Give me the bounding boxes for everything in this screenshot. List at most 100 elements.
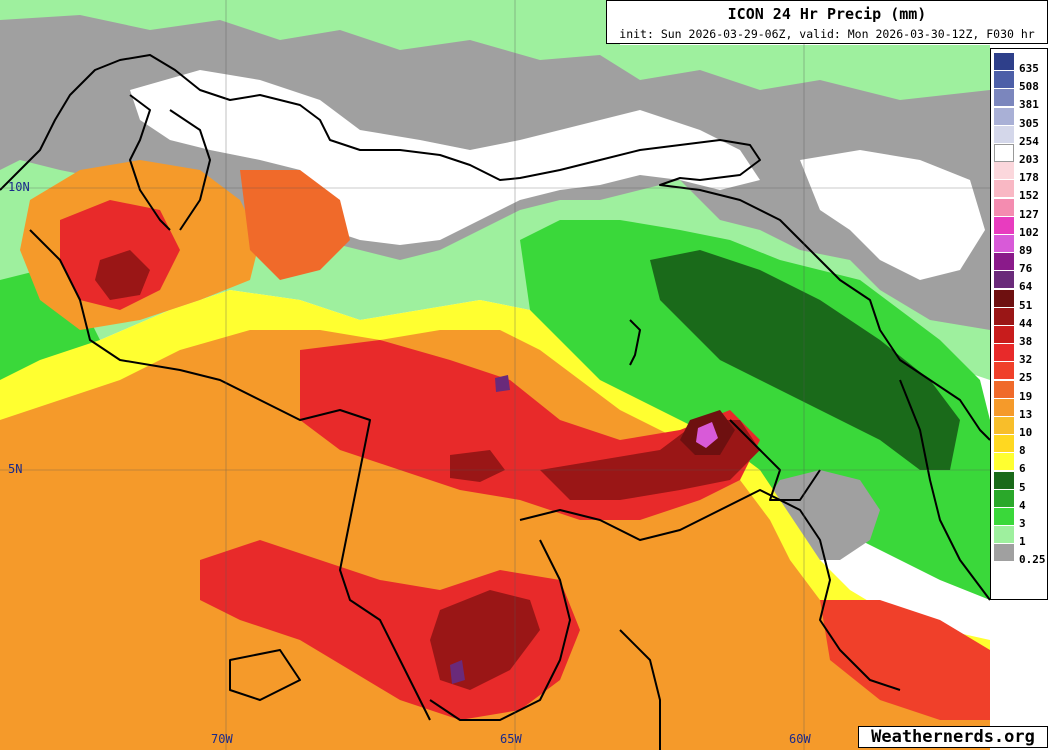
legend-label: 152 bbox=[1019, 189, 1039, 203]
coastline-borders bbox=[0, 54, 991, 750]
lake-maracaibo-east bbox=[169, 109, 211, 231]
legend-entry: 3 bbox=[994, 508, 1046, 530]
legend-entry: 1 bbox=[994, 526, 1046, 548]
purple-core bbox=[696, 422, 718, 448]
legend-swatch bbox=[994, 216, 1014, 235]
dry-zone-east bbox=[800, 150, 985, 280]
color-legend: 635 508 381 305 254 203 178 152 127 102 89 76 64 51 44… bbox=[990, 48, 1048, 600]
legend-label: 305 bbox=[1019, 116, 1039, 130]
lon-label-65w: 65W bbox=[500, 732, 522, 746]
legend-label: 6 bbox=[1019, 462, 1026, 476]
legend-swatch bbox=[994, 71, 1014, 90]
legend-entry: 203 bbox=[994, 144, 1046, 166]
legend-label: 5 bbox=[1019, 480, 1026, 494]
legend-label: 381 bbox=[1019, 98, 1039, 112]
lat-label-10n: 10N bbox=[8, 180, 30, 194]
legend-entry: 38 bbox=[994, 326, 1046, 348]
legend-entry: 64 bbox=[994, 271, 1046, 293]
legend-label: 10 bbox=[1019, 426, 1033, 439]
border-segment-south bbox=[619, 629, 661, 750]
lon-label-70w: 70W bbox=[211, 732, 233, 746]
legend-label: 89 bbox=[1019, 244, 1033, 257]
border-segment-southwest bbox=[229, 649, 301, 701]
legend-swatch bbox=[994, 180, 1014, 199]
legend-label: 1 bbox=[1019, 535, 1026, 549]
legend-swatch bbox=[994, 344, 1014, 363]
legend-swatch bbox=[994, 89, 1014, 108]
legend-swatch bbox=[994, 380, 1014, 399]
red-zone-east bbox=[820, 600, 990, 720]
lake-maracaibo-west bbox=[129, 94, 171, 231]
legend-swatch bbox=[994, 471, 1014, 490]
dark-purple-spot-2 bbox=[495, 375, 510, 392]
legend-label: 102 bbox=[1019, 225, 1039, 239]
legend-entry: 0.25 bbox=[994, 544, 1046, 566]
river-delta bbox=[629, 319, 641, 366]
venezuela-guyana-border bbox=[729, 419, 821, 501]
legend-label: 0.25 bbox=[1019, 553, 1046, 567]
legend-entry: 32 bbox=[994, 344, 1046, 366]
legend-swatch bbox=[994, 526, 1014, 545]
legend-entry: 5 bbox=[994, 471, 1046, 493]
legend-swatch bbox=[994, 489, 1014, 508]
legend-swatch bbox=[994, 198, 1014, 217]
legend-label: 25 bbox=[1019, 371, 1033, 385]
legend-entry: 305 bbox=[994, 107, 1046, 129]
map-subtitle: init: Sun 2026-03-29-06Z, valid: Mon 202… bbox=[619, 27, 1035, 41]
legend-swatch bbox=[994, 326, 1014, 344]
title-box: ICON 24 Hr Precip (mm) init: Sun 2026-03… bbox=[606, 0, 1048, 44]
lon-label-60w: 60W bbox=[789, 732, 811, 746]
legend-swatch bbox=[994, 125, 1014, 144]
legend-label: 3 bbox=[1019, 517, 1026, 530]
legend-entry: 508 bbox=[994, 71, 1046, 93]
legend-entry: 89 bbox=[994, 235, 1046, 257]
credit-label: Weathernerds.org bbox=[858, 726, 1048, 748]
legend-swatch bbox=[994, 253, 1014, 272]
heavy-green-zone bbox=[650, 250, 960, 470]
legend-entry: 19 bbox=[994, 380, 1046, 402]
coastline-north bbox=[0, 54, 991, 441]
legend-entry: 635 bbox=[994, 53, 1046, 75]
legend-label: 8 bbox=[1019, 444, 1026, 458]
legend-entry: 381 bbox=[994, 89, 1046, 111]
dark-red-zone-mid bbox=[450, 450, 505, 482]
legend-entry: 102 bbox=[994, 216, 1046, 238]
amazonas-border bbox=[429, 539, 571, 721]
legend-label: 508 bbox=[1019, 80, 1039, 94]
legend-label: 51 bbox=[1019, 298, 1033, 312]
legend-entry: 13 bbox=[994, 398, 1046, 420]
legend-label: 203 bbox=[1019, 153, 1039, 166]
legend-swatch bbox=[994, 453, 1014, 472]
dark-red-zone-northwest bbox=[95, 250, 150, 300]
legend-entry: 152 bbox=[994, 180, 1046, 202]
legend-label: 44 bbox=[1019, 316, 1033, 330]
map-title: ICON 24 Hr Precip (mm) bbox=[727, 5, 927, 23]
orange-zone-central bbox=[240, 170, 350, 280]
legend-label: 178 bbox=[1019, 171, 1039, 185]
graticule bbox=[0, 0, 990, 750]
legend-label: 19 bbox=[1019, 389, 1033, 403]
legend-swatch bbox=[994, 144, 1014, 162]
legend-entry: 51 bbox=[994, 289, 1046, 311]
legend-entry: 6 bbox=[994, 453, 1046, 475]
legend-swatch bbox=[994, 107, 1014, 126]
legend-swatch bbox=[994, 53, 1014, 71]
guyana-suriname-border bbox=[899, 379, 991, 601]
legend-label: 38 bbox=[1019, 335, 1033, 348]
legend-label: 76 bbox=[1019, 262, 1033, 276]
legend-entry: 44 bbox=[994, 307, 1046, 329]
legend-swatch bbox=[994, 162, 1014, 181]
colombia-venezuela-border bbox=[29, 229, 431, 721]
legend-entry: 76 bbox=[994, 253, 1046, 275]
legend-label: 64 bbox=[1019, 280, 1033, 294]
legend-swatch bbox=[994, 398, 1014, 417]
legend-label: 127 bbox=[1019, 207, 1039, 221]
legend-label: 635 bbox=[1019, 62, 1039, 75]
legend-entry: 254 bbox=[994, 125, 1046, 147]
legend-label: 4 bbox=[1019, 498, 1026, 512]
lat-label-5n: 5N bbox=[8, 462, 23, 476]
legend-swatch bbox=[994, 544, 1014, 563]
venezuela-brazil-border bbox=[519, 489, 901, 691]
